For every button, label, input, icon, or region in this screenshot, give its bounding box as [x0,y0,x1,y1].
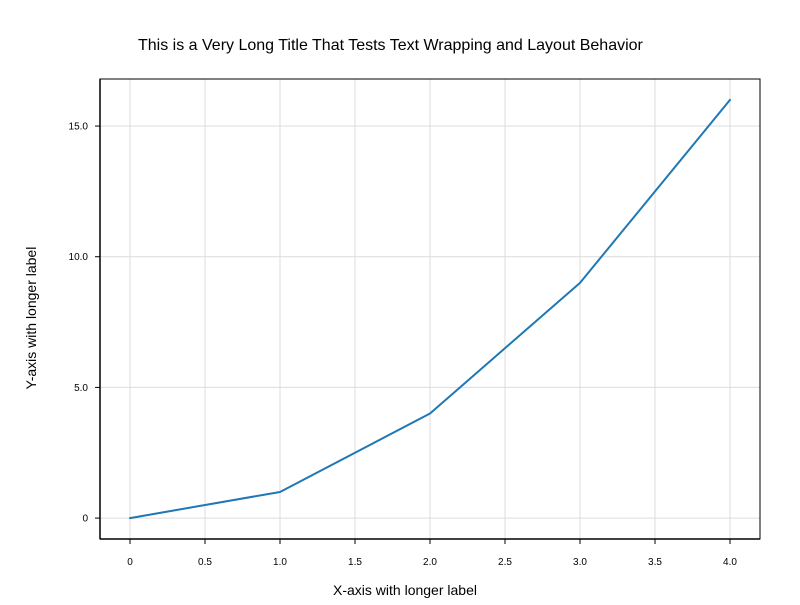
x-tick-label: 3.5 [648,557,662,568]
chart-title: This is a Very Long Title That Tests Tex… [138,37,644,54]
x-tick-label: 0.5 [198,557,212,568]
axis-ticks: 0 0.5 1.0 1.5 2.0 2.5 3.0 3.5 4.0 0 5.0 10.0 15.0 [69,122,738,568]
grid [100,79,760,539]
y-tick-label: 5.0 [74,383,88,394]
y-tick-label: 10.0 [69,252,89,263]
x-tick-label: 2.0 [423,557,437,568]
series-group [129,98,731,520]
x-tick-label: 4.0 [723,557,737,568]
y-axis-label: Y-axis with longer label [23,247,39,390]
series-line [129,98,731,520]
x-tick-label: 1.5 [348,557,362,568]
y-tick-label: 0 [82,514,88,525]
x-tick-label: 2.5 [498,557,512,568]
x-tick-label: 1.0 [273,557,287,568]
x-tick-label: 0 [127,557,133,568]
y-tick-label: 15.0 [69,122,89,133]
x-tick-label: 3.0 [573,557,587,568]
x-axis-label: X-axis with longer label [333,582,477,598]
